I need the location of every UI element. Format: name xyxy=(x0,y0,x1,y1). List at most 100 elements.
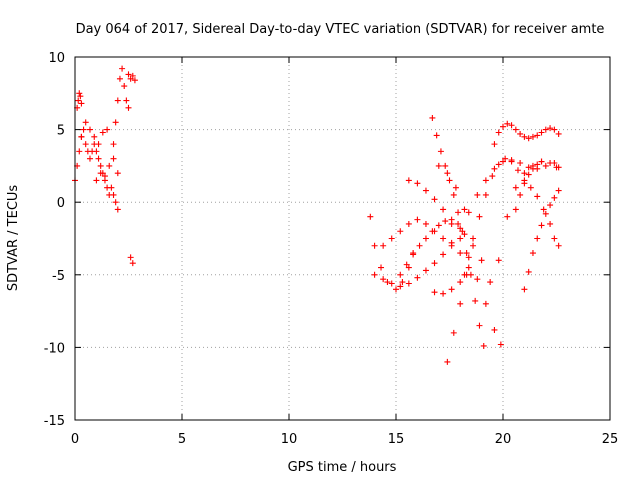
data-point xyxy=(442,218,449,225)
data-point xyxy=(525,135,532,142)
data-point xyxy=(397,228,404,235)
data-point xyxy=(538,222,545,229)
x-tick-label: 20 xyxy=(495,432,512,447)
data-point xyxy=(414,274,421,281)
data-point xyxy=(457,300,464,307)
x-tick-label: 5 xyxy=(178,432,186,447)
data-point xyxy=(465,264,472,271)
data-point xyxy=(393,286,399,293)
data-point xyxy=(555,187,562,194)
data-point xyxy=(80,126,87,133)
series-arc-07 xyxy=(127,254,136,267)
data-point xyxy=(555,242,562,249)
data-point xyxy=(529,133,536,140)
data-point xyxy=(429,114,436,121)
y-axis-label: SDTVAR / TECUs xyxy=(6,185,21,292)
data-point xyxy=(497,341,504,348)
series-arc-12 xyxy=(405,177,504,348)
data-point xyxy=(422,267,429,274)
data-point xyxy=(534,132,541,139)
series-arc-01 xyxy=(72,126,121,213)
data-point xyxy=(399,279,406,286)
data-point xyxy=(514,167,521,174)
tick-labels: 0 5 10 15 20 25 -15 -10 -5 0 5 10 xyxy=(44,51,619,447)
data-point xyxy=(534,193,541,200)
data-point xyxy=(440,206,447,213)
data-point xyxy=(388,235,395,242)
data-point xyxy=(542,162,549,169)
data-point xyxy=(431,260,438,267)
data-point xyxy=(435,222,442,229)
data-point xyxy=(384,279,391,286)
x-tick-label: 15 xyxy=(388,432,405,447)
data-point xyxy=(123,97,130,104)
data-point xyxy=(78,100,85,107)
data-point xyxy=(405,280,412,287)
data-point xyxy=(547,159,554,166)
data-point xyxy=(378,264,385,271)
x-tick-label: 0 xyxy=(71,432,79,447)
data-point xyxy=(125,104,132,111)
data-point xyxy=(86,155,93,162)
data-point xyxy=(367,213,374,220)
data-point xyxy=(444,358,451,365)
data-point xyxy=(104,126,111,133)
series-arc-04 xyxy=(93,155,121,184)
data-point xyxy=(99,129,106,136)
data-point xyxy=(75,97,82,104)
data-point xyxy=(547,220,554,227)
data-point xyxy=(551,235,558,242)
data-point xyxy=(448,286,455,293)
data-point xyxy=(551,126,558,133)
data-point xyxy=(440,235,447,242)
data-point xyxy=(495,257,502,264)
data-point xyxy=(76,148,83,155)
data-point xyxy=(540,206,547,213)
data-point xyxy=(538,158,545,165)
data-point xyxy=(465,209,472,216)
data-point xyxy=(422,235,429,242)
chart-title: Day 064 of 2017, Sidereal Day-to-day VTE… xyxy=(76,22,605,37)
data-point xyxy=(489,173,496,180)
data-point xyxy=(429,228,436,235)
data-point xyxy=(82,119,89,126)
data-point xyxy=(547,125,554,132)
data-point xyxy=(491,165,498,172)
y-tick-label: 5 xyxy=(57,124,65,139)
data-point xyxy=(448,239,455,246)
series-arc-03 xyxy=(78,119,111,148)
series-arc-05 xyxy=(110,65,132,148)
data-point xyxy=(131,77,138,84)
data-point xyxy=(482,191,489,198)
data-point xyxy=(463,271,470,278)
data-point xyxy=(431,196,438,203)
data-point xyxy=(91,133,98,140)
data-point xyxy=(476,322,483,329)
series-arc-19 xyxy=(512,158,545,213)
data-point xyxy=(504,120,511,127)
data-point xyxy=(371,271,378,278)
data-point xyxy=(525,171,532,178)
grid xyxy=(75,57,610,420)
data-point xyxy=(112,199,119,206)
y-tick-label: 10 xyxy=(48,51,65,66)
data-point xyxy=(555,130,562,137)
data-series xyxy=(72,65,562,365)
series-arc-18 xyxy=(521,187,562,293)
data-point xyxy=(470,242,477,249)
data-point xyxy=(474,191,481,198)
y-tick-label: 0 xyxy=(57,196,65,211)
data-point xyxy=(410,251,417,258)
series-arc-11 xyxy=(397,216,468,278)
data-point xyxy=(93,148,100,155)
data-point xyxy=(517,130,524,137)
data-point xyxy=(512,206,519,213)
x-tick-label: 25 xyxy=(602,432,619,447)
data-point xyxy=(76,90,83,97)
data-point xyxy=(542,126,549,133)
data-point xyxy=(414,216,421,223)
data-point xyxy=(440,290,447,297)
data-point xyxy=(529,165,536,172)
data-point xyxy=(521,133,528,140)
